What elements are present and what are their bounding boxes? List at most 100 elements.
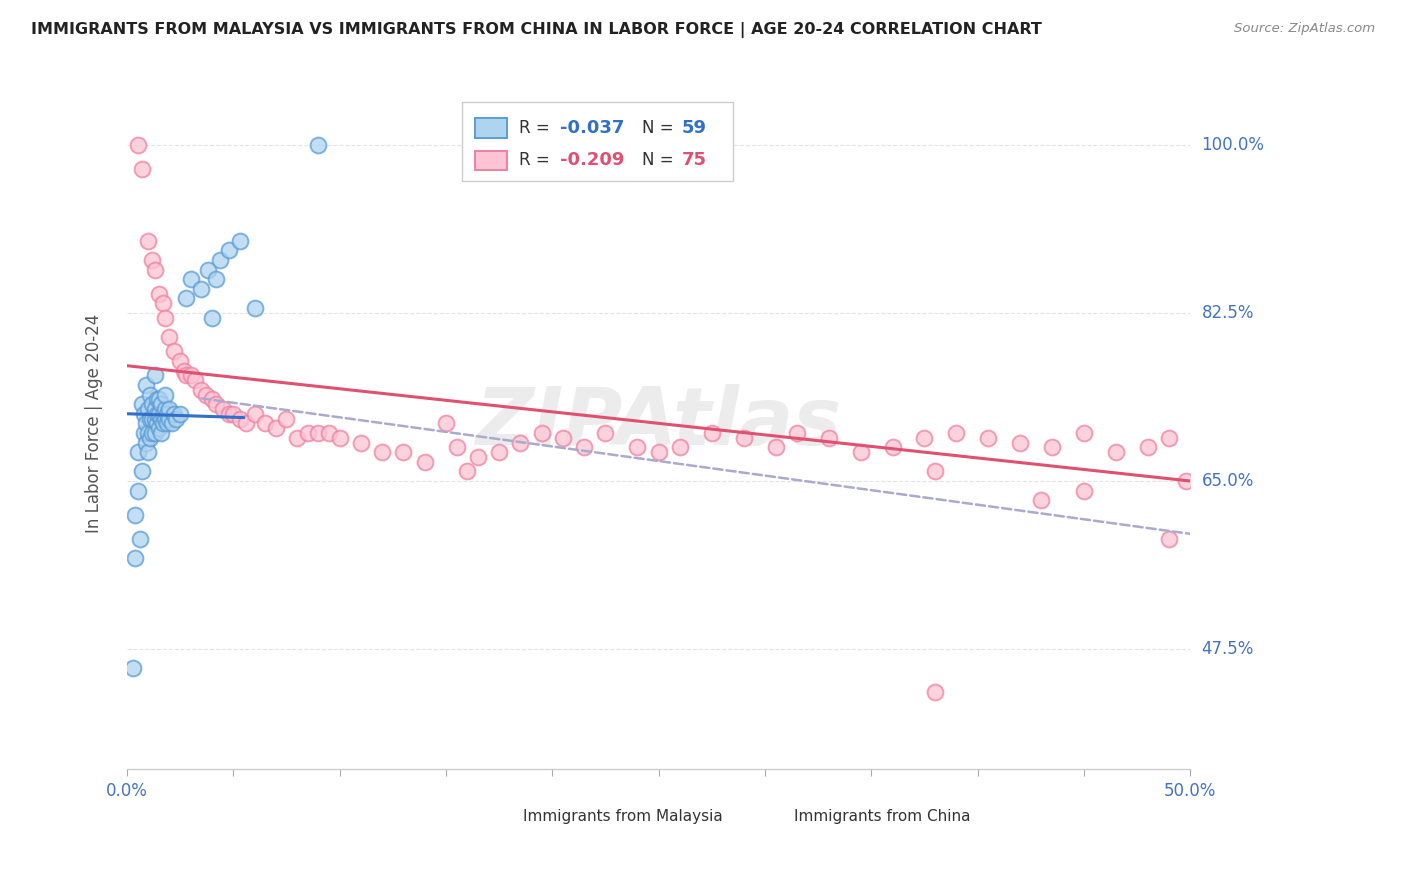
Point <box>882 441 904 455</box>
Point <box>197 262 219 277</box>
Point <box>1157 532 1180 546</box>
Point <box>132 425 155 440</box>
Text: R =: R = <box>519 152 555 169</box>
Point <box>148 407 170 421</box>
Point <box>786 425 808 440</box>
Point <box>228 411 250 425</box>
Point <box>180 272 202 286</box>
Point <box>152 407 174 421</box>
Point <box>218 407 240 421</box>
Point <box>136 445 159 459</box>
Point <box>914 431 936 445</box>
Point <box>141 397 163 411</box>
Point <box>135 378 157 392</box>
Point <box>153 411 176 425</box>
Point <box>1136 441 1159 455</box>
Point <box>235 417 257 431</box>
Point <box>153 310 176 325</box>
Point <box>243 301 266 315</box>
Point <box>285 431 308 445</box>
Point <box>124 550 146 565</box>
Y-axis label: In Labor Force | Age 20-24: In Labor Force | Age 20-24 <box>86 314 103 533</box>
Point <box>1105 445 1128 459</box>
Point <box>700 425 723 440</box>
Point <box>218 244 240 258</box>
FancyBboxPatch shape <box>463 102 733 181</box>
Text: -0.037: -0.037 <box>560 119 624 137</box>
Bar <box>475 151 506 170</box>
Point <box>977 431 1000 445</box>
Point <box>572 441 595 455</box>
Text: Immigrants from China: Immigrants from China <box>793 809 970 824</box>
Point <box>149 397 172 411</box>
Text: ZIPAtlas: ZIPAtlas <box>475 384 842 462</box>
Point <box>733 431 755 445</box>
Point <box>122 661 145 675</box>
Point <box>145 407 167 421</box>
Text: 100.0%: 100.0% <box>1202 136 1264 153</box>
Point <box>222 407 245 421</box>
Point <box>307 425 329 440</box>
Text: 59: 59 <box>682 119 707 137</box>
Point <box>135 417 157 431</box>
Point <box>413 455 436 469</box>
Point <box>243 407 266 421</box>
Point <box>254 417 277 431</box>
Point <box>148 392 170 407</box>
Point <box>141 425 163 440</box>
Point <box>160 417 183 431</box>
Point <box>446 441 468 455</box>
Point <box>488 445 510 459</box>
Point <box>194 387 217 401</box>
Point <box>1010 435 1032 450</box>
Point <box>1040 441 1063 455</box>
Point <box>152 417 174 431</box>
Point <box>141 252 163 267</box>
Point <box>124 508 146 522</box>
Point <box>139 411 162 425</box>
Point <box>159 411 181 425</box>
Point <box>924 464 946 478</box>
Point <box>143 411 166 425</box>
Point <box>127 445 149 459</box>
Point <box>849 445 872 459</box>
Point <box>156 417 179 431</box>
Point <box>169 354 191 368</box>
Point <box>143 425 166 440</box>
Point <box>148 421 170 435</box>
Point <box>145 392 167 407</box>
Point <box>163 407 186 421</box>
Text: Immigrants from Malaysia: Immigrants from Malaysia <box>523 809 723 824</box>
Point <box>205 397 228 411</box>
Point <box>127 137 149 152</box>
Point <box>159 401 181 416</box>
Point <box>1175 474 1198 488</box>
Point <box>190 383 212 397</box>
Point <box>647 445 669 459</box>
Text: R =: R = <box>519 119 555 137</box>
Point <box>211 401 233 416</box>
Point <box>318 425 340 440</box>
Point <box>139 431 162 445</box>
Bar <box>478 806 510 827</box>
Point <box>595 425 617 440</box>
Point <box>127 483 149 498</box>
Point <box>132 407 155 421</box>
Point <box>264 421 287 435</box>
Point <box>184 373 207 387</box>
Point <box>1157 431 1180 445</box>
Point <box>153 387 176 401</box>
Point <box>205 272 228 286</box>
Point <box>131 464 153 478</box>
Point <box>139 387 162 401</box>
Point <box>141 411 163 425</box>
Point <box>209 252 232 267</box>
Point <box>163 344 186 359</box>
Point <box>530 425 553 440</box>
Point <box>169 407 191 421</box>
Point <box>765 441 787 455</box>
Point <box>173 363 195 377</box>
Point <box>1031 493 1053 508</box>
Bar <box>749 806 780 827</box>
Point <box>148 286 170 301</box>
